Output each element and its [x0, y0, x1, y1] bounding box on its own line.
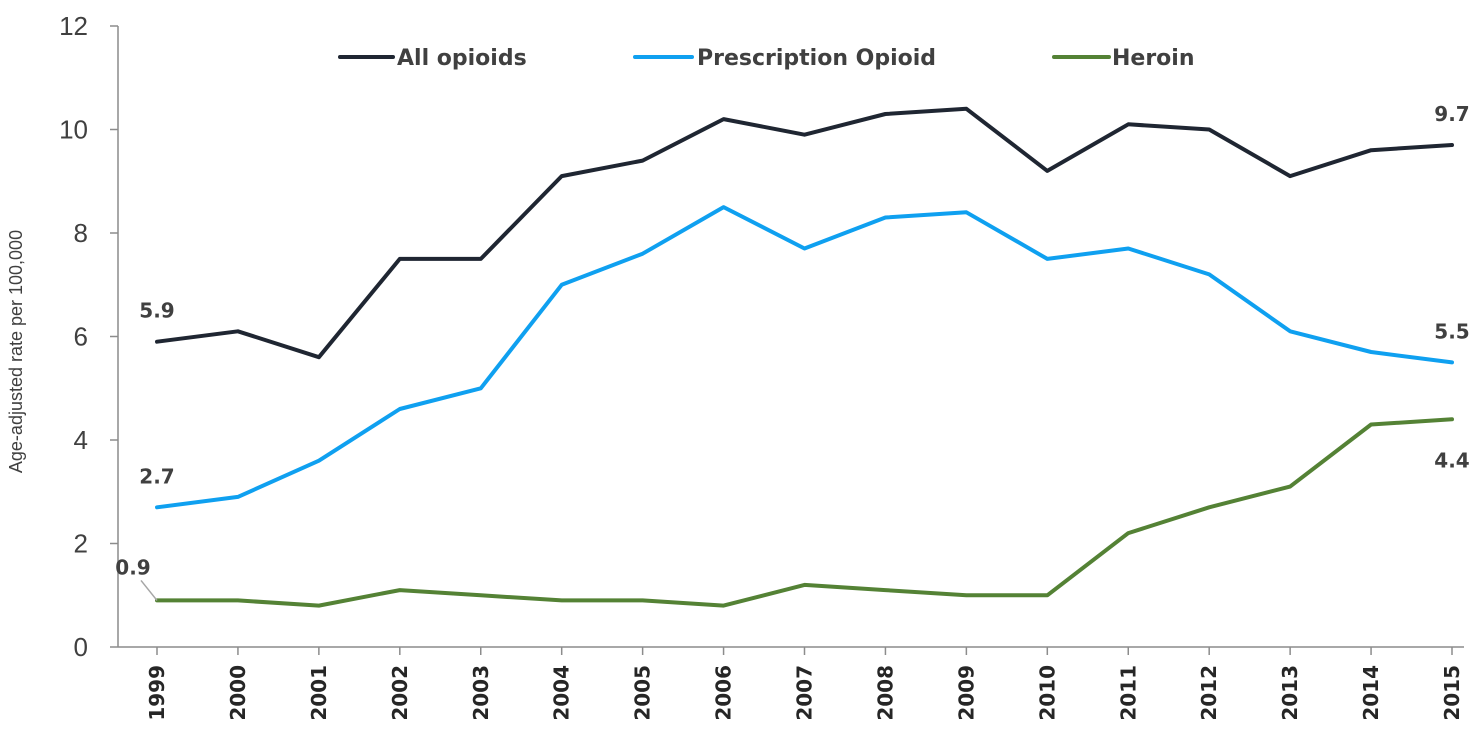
x-tick-label: 2010: [1035, 665, 1059, 721]
x-tick-label: 1999: [145, 665, 169, 721]
legend-label: Heroin: [1112, 46, 1195, 71]
x-tick-labels: 1999 2000 2001 2002 2003 2004 2005 2006 2007 2008…: [145, 647, 1464, 721]
data-labels: 5.9 9.7 2.7 5.5 0.9 4.4: [115, 102, 1470, 601]
y-tick-label: 4: [74, 425, 88, 455]
series-line-all-opioids: [155, 106, 1454, 360]
y-tick-label: 10: [59, 115, 88, 145]
legend-label: All opioids: [397, 46, 527, 71]
legend-item: Heroin: [1052, 46, 1195, 71]
x-tick-label: 2011: [1116, 665, 1140, 721]
x-tick-label: 2013: [1278, 665, 1302, 721]
y-tick-label: 12: [59, 11, 88, 41]
data-label: 2.7: [139, 464, 174, 488]
x-tick-label: 2007: [793, 665, 817, 721]
data-label: 4.4: [1434, 448, 1469, 472]
legend-label: Prescription Opioid: [697, 46, 936, 71]
legend-item: Prescription Opioid: [633, 46, 936, 71]
y-axis-label: Age-adjusted rate per 100,000: [6, 230, 26, 473]
data-label: 5.9: [139, 299, 174, 323]
x-tick-label: 2009: [954, 665, 978, 721]
y-tick-labels: 0 2 4 6 8 10 12: [59, 11, 118, 662]
legend: All opioids Prescription Opioid Heroin: [338, 46, 1195, 71]
x-tick-label: 2004: [550, 665, 574, 721]
y-tick-label: 0: [74, 632, 88, 662]
series-line-prescription-opioid: [155, 205, 1454, 510]
series-line-heroin: [155, 417, 1454, 608]
axes: [117, 26, 1464, 648]
x-tick-label: 2014: [1359, 665, 1383, 721]
y-tick-label: 6: [74, 322, 88, 352]
x-tick-label: 2003: [469, 665, 493, 721]
x-tick-label: 2005: [631, 665, 655, 721]
x-tick-label: 2001: [307, 665, 331, 721]
y-tick-label: 2: [74, 529, 88, 559]
series-lines: [155, 106, 1454, 608]
legend-item: All opioids: [338, 46, 527, 71]
x-tick-label: 2008: [873, 665, 897, 721]
data-label: 0.9: [115, 555, 150, 579]
x-tick-label: 2015: [1440, 665, 1464, 721]
x-tick-label: 2012: [1197, 665, 1221, 721]
x-tick-label: 2002: [388, 665, 412, 721]
data-label-leader: [140, 579, 158, 601]
y-tick-label: 8: [74, 218, 88, 248]
x-tick-label: 2006: [712, 665, 736, 721]
x-tick-label: 2000: [226, 665, 250, 721]
data-label: 5.5: [1434, 319, 1469, 343]
data-label: 9.7: [1434, 102, 1469, 126]
